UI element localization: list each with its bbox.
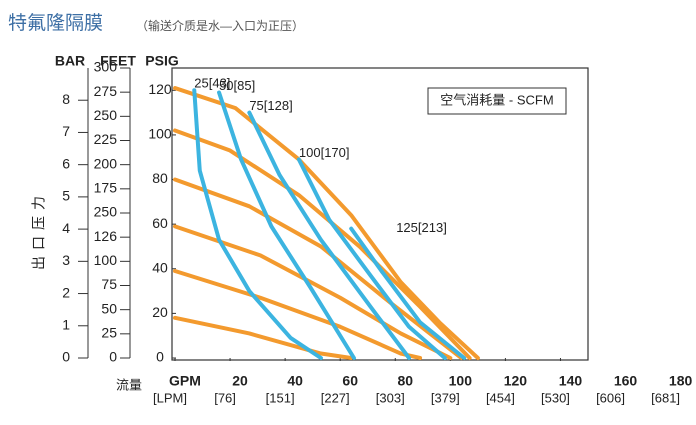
y-tick-label: 3 xyxy=(62,252,70,268)
x2-tick-label: [76] xyxy=(214,390,236,405)
y-tick-label: 120 xyxy=(148,81,172,97)
curve xyxy=(173,315,354,360)
x-tick-label: 40 xyxy=(287,373,303,389)
y-tick-label: 60 xyxy=(152,215,168,231)
y-tick-label: 1 xyxy=(62,316,70,332)
x-tick-label: 100 xyxy=(449,373,473,389)
x-tick-label: 180 xyxy=(669,373,693,389)
y-tick-label: 100 xyxy=(94,252,118,268)
plot-frame xyxy=(171,67,589,361)
curve xyxy=(247,110,412,360)
y-tick-label: 126 xyxy=(94,228,118,244)
chart-title: 特氟隆隔膜 xyxy=(8,12,103,34)
x2-tick-label: [606] xyxy=(596,390,625,405)
y-tick-label: 75 xyxy=(101,276,117,292)
y-tick-label: 250 xyxy=(94,107,118,123)
y-tick-label: 50 xyxy=(101,300,117,316)
y-tick-label: 25 xyxy=(101,325,117,341)
x-tick-label: GPM xyxy=(169,373,201,389)
y-tick-label: 225 xyxy=(94,131,118,147)
y-tick-label: 300 xyxy=(94,59,118,75)
y-tick-label: 0 xyxy=(156,349,164,365)
curve-label: 100[170] xyxy=(299,145,350,160)
y-axis-unit: BAR xyxy=(55,53,85,69)
y-axis-unit: FEET xyxy=(100,53,136,69)
y-axis-unit: PSIG xyxy=(145,53,179,69)
y-tick-label: 80 xyxy=(152,170,168,186)
x-tick-label: 60 xyxy=(342,373,358,389)
y-tick-label: 20 xyxy=(152,304,168,320)
curve-label: 75[128] xyxy=(249,98,292,113)
y-tick-label: 7 xyxy=(62,123,70,139)
legend-title: 空气消耗量 - SCFM xyxy=(440,92,553,107)
y-tick-label: 200 xyxy=(94,155,118,171)
x-axis-title: 流量 xyxy=(116,377,142,392)
y-tick-label: 4 xyxy=(62,220,70,236)
curve xyxy=(192,88,323,360)
y-tick-label: 40 xyxy=(152,259,168,275)
x-tick-label: 20 xyxy=(232,373,248,389)
x-tick-label: 80 xyxy=(397,373,413,389)
y-tick-label: 8 xyxy=(62,91,70,107)
x-tick-label: 120 xyxy=(504,373,528,389)
curve xyxy=(217,90,356,360)
chart-subtitle: （输送介质是水—入口为正压） xyxy=(136,18,304,33)
y-tick-label: 0 xyxy=(109,349,117,365)
legend-box xyxy=(427,87,567,115)
y-tick-label: 6 xyxy=(62,155,70,171)
curve xyxy=(173,177,464,360)
y-tick-label: 250 xyxy=(94,204,118,220)
x2-tick-label: [LPM] xyxy=(153,390,187,405)
x2-tick-label: [681] xyxy=(651,390,680,405)
x2-tick-label: [379] xyxy=(431,390,460,405)
curve xyxy=(349,226,467,360)
curve-label: 25[43] xyxy=(194,76,230,91)
x-tick-label: 160 xyxy=(614,373,638,389)
curve xyxy=(173,224,453,360)
curve-label: 125[213] xyxy=(396,220,447,235)
y-tick-label: 175 xyxy=(94,180,118,196)
x2-tick-label: [227] xyxy=(321,390,350,405)
x2-tick-label: [151] xyxy=(266,390,295,405)
y-tick-label: 5 xyxy=(62,188,70,204)
x-tick-label: 140 xyxy=(559,373,583,389)
y-tick-label: 275 xyxy=(94,83,118,99)
y-tick-label: 0 xyxy=(62,349,70,365)
y-tick-label: 2 xyxy=(62,284,70,300)
x2-tick-label: [303] xyxy=(376,390,405,405)
curve-label: 50[85] xyxy=(219,78,255,93)
x2-tick-label: [530] xyxy=(541,390,570,405)
y-tick-label: 100 xyxy=(148,126,172,142)
curve xyxy=(173,86,480,360)
x2-tick-label: [454] xyxy=(486,390,515,405)
y-axis-title: 出口压力 xyxy=(31,190,47,270)
curve xyxy=(296,157,447,360)
